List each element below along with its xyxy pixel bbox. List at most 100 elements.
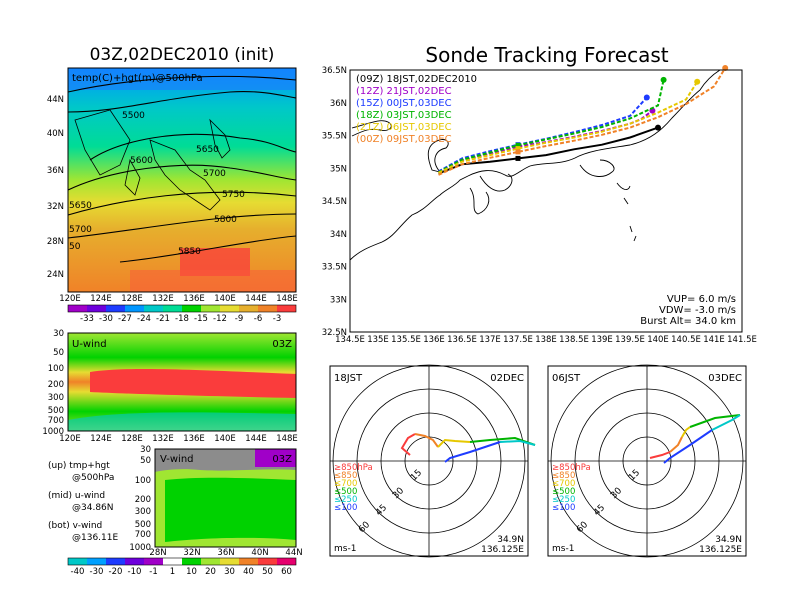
pressure-tick: 1000	[129, 543, 151, 553]
colorbar-swatch	[220, 305, 239, 312]
track-endpoint-0	[655, 124, 661, 131]
lat-tick: 36N	[47, 166, 64, 176]
hodo-trace	[669, 436, 683, 453]
contour-label: 5750	[222, 190, 245, 200]
track-map-panel: 36.5N 36N 35.5N 35N 34.5N 34N 33.5N 33N 32.5N 13…	[322, 65, 757, 345]
track-endpoint-2	[643, 94, 650, 101]
colorbar-label: 10	[186, 567, 197, 577]
hodo-date: 02DEC	[490, 373, 524, 384]
colorbar-swatch	[68, 558, 87, 565]
contour-label: 5850	[178, 247, 201, 257]
left-title: 03Z,02DEC2010 (init)	[90, 45, 275, 65]
colorbar-swatch	[201, 305, 220, 312]
colorbar-swatch	[277, 558, 296, 565]
lon-tick: 134.5E	[335, 335, 365, 345]
wind-colorbar: -40 -30 -20 -10 -1 1 10 20 30 40 50 60	[67, 557, 297, 577]
colorbar-swatch	[220, 558, 239, 565]
pressure-tick: 50	[53, 348, 64, 358]
contour-label: 5500	[122, 111, 145, 121]
contour-label: 5700	[203, 169, 226, 179]
track-legend-item: (12Z) 21JST,02DEC	[356, 86, 452, 97]
pressure-tick: 100	[135, 476, 151, 486]
temp-map-panel: temp(C)+hgt(m)@500hPa 5500 5600 5650 570…	[47, 67, 298, 304]
lon-tick: 144E	[245, 294, 267, 304]
hodo-legend-item: ≤250	[334, 495, 357, 505]
hodo-legend-item: ≤500	[334, 487, 357, 497]
colorbar-swatch	[106, 305, 125, 312]
contour-label: 5600	[130, 156, 153, 166]
hodo-trace	[499, 439, 536, 446]
colorbar-swatch	[106, 558, 125, 565]
hodo-trace	[663, 429, 713, 464]
colorbar-label: -30	[90, 567, 104, 577]
lon-tick: 138E	[535, 335, 557, 345]
colorbar-label: -9	[235, 314, 243, 324]
track-line-5	[438, 67, 727, 176]
track-legend-item: (09Z) 18JST,02DEC2010	[356, 74, 477, 85]
track-marker-3	[515, 142, 521, 148]
lon-tick: 135E	[367, 335, 389, 345]
legend-bot2: @136.11E	[72, 533, 118, 543]
track-legend-item: (21Z) 06JST,03DEC	[356, 122, 452, 133]
track-marker-4	[515, 146, 521, 152]
hodo-legend-item: ≤250	[552, 495, 575, 505]
colorbar-label: 20	[205, 567, 216, 577]
contour-label: 5800	[214, 215, 237, 225]
lon-tick: 141.5E	[727, 335, 757, 345]
lon-tick: 128E	[121, 434, 143, 444]
hodo-unit: ms-1	[334, 544, 356, 554]
hodo-legend-item: ≤100	[552, 503, 575, 513]
colorbar-swatch	[125, 558, 144, 565]
colorbar-label: -12	[213, 314, 227, 324]
pressure-tick: 700	[48, 416, 64, 426]
hodo-legend-item: ≥850hPa	[552, 463, 591, 473]
track-legend-item: (15Z) 00JST,03DEC	[356, 98, 452, 109]
track-legend-item: (18Z) 03JST,03DEC	[356, 110, 452, 121]
track-endpoint-4	[694, 78, 701, 85]
lat-tick: 28N	[149, 548, 166, 558]
lat-tick: 28N	[47, 237, 64, 247]
hodo-ring-label: 15	[409, 468, 424, 483]
pressure-tick: 500	[135, 520, 151, 530]
lat-tick: 40N	[251, 548, 268, 558]
param-vup: VUP= 6.0 m/s	[667, 294, 736, 305]
lon-tick: 141E	[703, 335, 725, 345]
legend-up: (up) tmp+hgt	[48, 461, 110, 471]
hodo-lon: 136.125E	[481, 545, 524, 555]
colorbar-swatch	[258, 305, 277, 312]
colorbar-swatch	[277, 305, 296, 312]
temp-colorbar: -33 -30 -27 -24 -21 -18 -15 -12 -9 -6 -3	[67, 304, 297, 324]
contour-label: 50	[69, 242, 81, 252]
colorbar-label: -21	[156, 314, 170, 324]
lon-tick: 120E	[59, 294, 81, 304]
track-line-4	[438, 81, 699, 174]
track-line-0	[438, 126, 659, 175]
pressure-tick: 700	[135, 530, 151, 540]
pressure-tick: 300	[135, 507, 151, 517]
colorbar-swatch	[182, 558, 201, 565]
lat-tick: 32.5N	[322, 328, 347, 338]
hodo-trace	[414, 433, 439, 448]
colorbar-label: -6	[254, 314, 262, 324]
track-legend-item: (00Z) 09JST,03DEC	[356, 134, 452, 145]
vwind-label: V-wind	[160, 454, 194, 465]
hodo-trace	[681, 426, 691, 438]
legend-mid2: @34.86N	[72, 503, 114, 513]
lon-tick: 144E	[245, 434, 267, 444]
hodo-legend-item: ≤850	[334, 471, 357, 481]
hodo-time: 06JST	[552, 373, 581, 384]
uwind-time: 03Z	[272, 339, 292, 350]
colorbar-label: -15	[194, 314, 208, 324]
colorbar-frame	[67, 557, 297, 566]
contour-labels: 5500 5600 5650 5700 5750 5800 5850 5700 …	[69, 111, 245, 257]
lon-tick: 136E	[183, 294, 205, 304]
param-vdw: VDW= -3.0 m/s	[659, 305, 736, 316]
legend-mid: (mid) u-wind	[48, 491, 105, 501]
colorbar-label: 30	[224, 567, 235, 577]
pressure-tick: 30	[140, 445, 151, 455]
lon-tick: 132E	[152, 294, 174, 304]
contour-label: 5700	[69, 225, 92, 235]
lat-tick: 34N	[330, 230, 347, 240]
